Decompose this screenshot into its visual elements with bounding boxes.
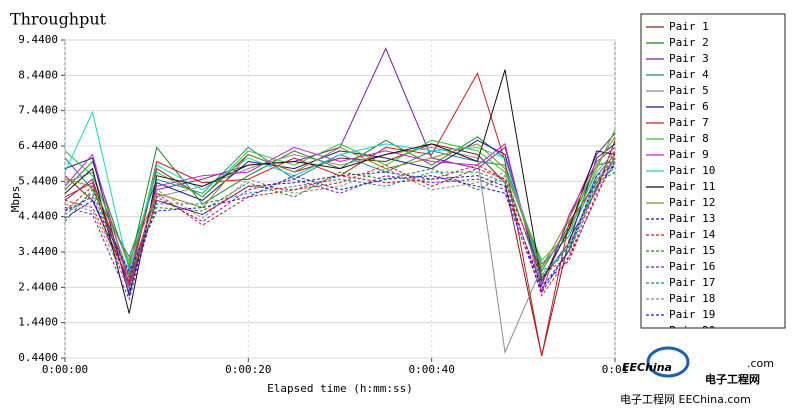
y-tick-label: 5.4400 xyxy=(18,174,58,187)
x-tick-label: 0:00:00 xyxy=(42,363,88,376)
legend-label: Pair 2 xyxy=(669,36,709,49)
legend-label: Pair 7 xyxy=(669,116,709,129)
legend-label: Pair 3 xyxy=(669,52,709,65)
x-axis-label: Elapsed time (h:mm:ss) xyxy=(267,382,413,395)
y-tick-label: 0.4400 xyxy=(18,351,58,364)
legend-label: Pair 10 xyxy=(669,164,715,177)
y-tick-label: 4.4400 xyxy=(18,210,58,223)
series-line xyxy=(65,110,615,276)
legend: Pair 1 Pair 2 Pair 3 Pair 4 Pair 5 Pair 6 Pair… xyxy=(646,20,716,337)
legend-label: Pair 17 xyxy=(669,276,715,289)
logo-sub: 电子工程网 xyxy=(705,372,760,386)
y-tick-label: 8.4400 xyxy=(18,68,58,81)
y-tick-label: 1.4400 xyxy=(18,316,58,329)
legend-label: Pair 8 xyxy=(669,132,709,145)
y-axis-label: Mbps xyxy=(9,186,22,213)
series-line xyxy=(65,157,615,291)
logo-text: EEChina xyxy=(622,361,672,374)
footer-text: 电子工程网 EEChina.com xyxy=(620,393,751,406)
legend-label: Pair 6 xyxy=(669,100,709,113)
x-tick-label: 0:01 xyxy=(602,363,629,376)
series-lines xyxy=(65,47,615,357)
legend-label: Pair 12 xyxy=(669,196,715,209)
legend-frame xyxy=(640,13,786,329)
legend-label: Pair 15 xyxy=(669,244,715,257)
legend-label: Pair 13 xyxy=(669,212,715,225)
y-tick-label: 9.4400 xyxy=(18,33,58,46)
legend-label: Pair 1 xyxy=(669,20,709,33)
legend-label: Pair 18 xyxy=(669,292,715,305)
series-line xyxy=(65,150,615,287)
legend-label: Pair 9 xyxy=(669,148,709,161)
axes: 0.4400 1.4400 2.4400 3.4400 4.4400 5.4400 6.44… xyxy=(18,33,628,376)
series-line xyxy=(65,164,615,294)
legend-label: Pair 4 xyxy=(669,68,709,81)
legend-label: Pair 19 xyxy=(669,308,715,321)
series-line xyxy=(65,143,615,295)
logo-ring xyxy=(646,346,690,378)
logo-suffix: .com xyxy=(747,357,774,370)
chart-title: Throughput xyxy=(10,10,107,29)
watermark: EEChina .com 电子工程网 电子工程网 EEChina.com xyxy=(620,346,774,406)
y-tick-label: 3.4400 xyxy=(18,245,58,258)
y-tick-label: 2.4400 xyxy=(18,280,58,293)
legend-label: Pair 11 xyxy=(669,180,715,193)
grid xyxy=(64,39,616,359)
x-tick-label: 0:00:20 xyxy=(225,363,271,376)
y-tick-label: 6.4400 xyxy=(18,139,58,152)
legend-label: Pair 14 xyxy=(669,228,716,241)
series-line xyxy=(65,161,615,301)
plot-frame xyxy=(64,39,616,359)
legend-label: Pair 20 xyxy=(669,324,715,337)
y-tick-label: 7.4400 xyxy=(18,104,58,117)
legend-label: Pair 16 xyxy=(669,260,715,273)
series-line xyxy=(65,69,615,314)
series-line xyxy=(65,136,615,269)
x-tick-label: 0:00:40 xyxy=(408,363,454,376)
legend-label: Pair 5 xyxy=(669,84,709,97)
